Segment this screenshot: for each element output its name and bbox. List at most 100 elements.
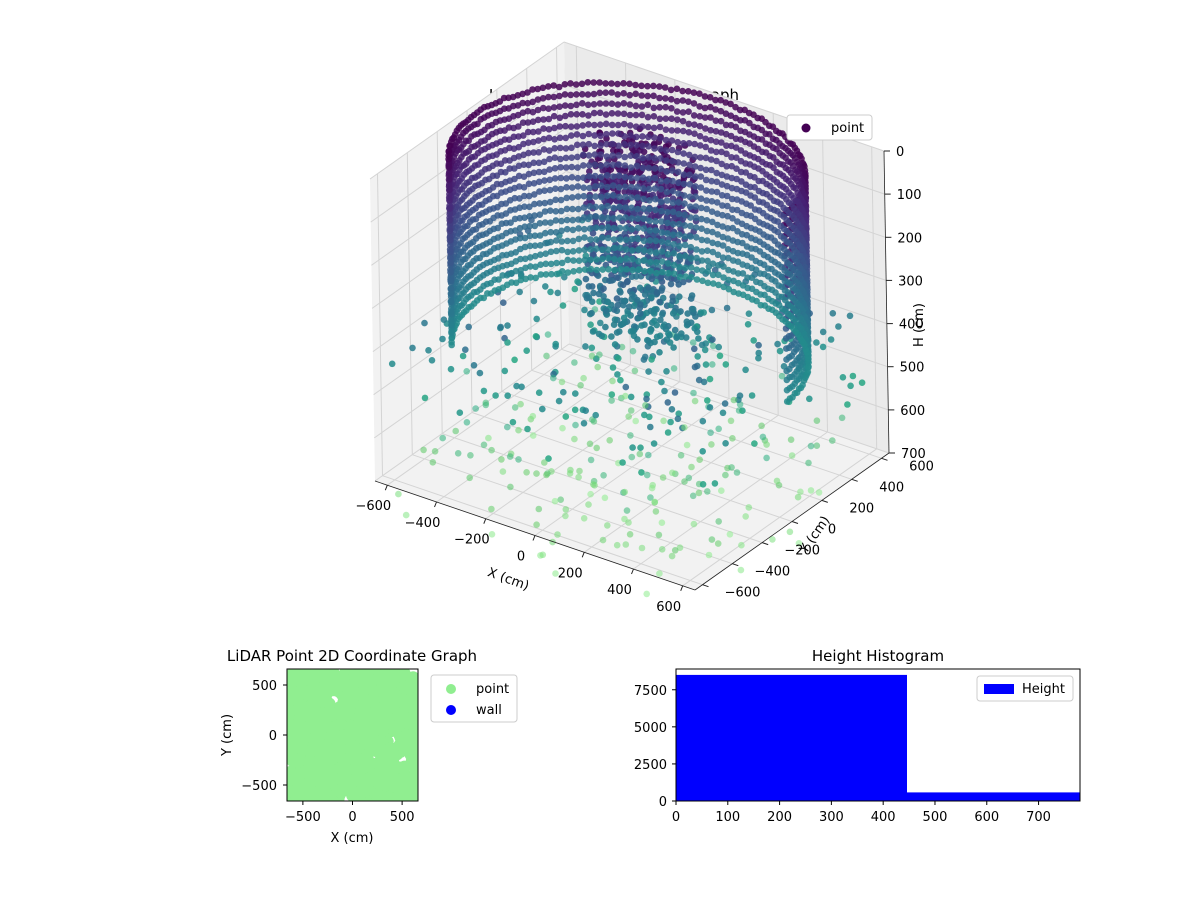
data-point xyxy=(557,185,565,193)
data-point xyxy=(511,215,519,223)
data-point xyxy=(718,487,725,495)
data-point xyxy=(707,429,714,437)
data-point xyxy=(545,115,553,123)
data-point xyxy=(686,181,694,188)
data-point xyxy=(574,174,582,182)
data-point xyxy=(675,410,682,418)
data-point xyxy=(683,441,691,449)
data-point xyxy=(647,423,654,431)
data-point xyxy=(551,497,559,505)
data-point xyxy=(287,671,296,684)
data-point xyxy=(616,193,623,201)
data-point xyxy=(535,505,543,513)
data-point xyxy=(530,169,538,177)
data-point xyxy=(707,103,714,111)
data-point xyxy=(669,177,676,185)
data-point xyxy=(544,331,552,338)
data-point xyxy=(639,174,647,181)
data-point xyxy=(593,266,601,274)
data-point xyxy=(540,125,547,132)
data-point xyxy=(535,159,543,167)
data-point xyxy=(525,170,533,178)
data-point xyxy=(669,187,677,195)
histogram-legend: Height xyxy=(976,675,1074,702)
data-point xyxy=(723,192,731,200)
data-point xyxy=(610,204,617,212)
data-point xyxy=(665,269,672,277)
data-point xyxy=(472,405,480,412)
data-point xyxy=(622,541,630,548)
data-point xyxy=(697,195,705,202)
data-point xyxy=(696,90,703,97)
data-point xyxy=(659,311,666,318)
data-point xyxy=(684,310,691,317)
data-point xyxy=(513,382,520,390)
data-point xyxy=(546,155,553,163)
z-tick-label: 300 xyxy=(898,274,923,289)
data-point xyxy=(639,154,646,162)
data-point xyxy=(637,310,644,317)
data-point xyxy=(615,130,622,137)
data-point xyxy=(581,246,588,254)
data-point xyxy=(720,283,727,291)
data-point xyxy=(829,437,836,444)
data-point xyxy=(693,254,700,262)
data-point xyxy=(573,131,581,138)
data-point xyxy=(725,276,732,284)
data-point xyxy=(712,138,720,145)
data-point xyxy=(523,469,530,476)
data-point xyxy=(542,260,550,268)
data-point xyxy=(325,764,338,777)
data-point xyxy=(579,111,586,118)
data-point xyxy=(723,304,731,312)
data-point xyxy=(535,128,542,135)
data-point xyxy=(698,215,705,223)
data-point xyxy=(546,198,554,206)
data-point xyxy=(671,547,679,554)
data-point xyxy=(648,356,655,363)
data-point xyxy=(707,127,714,134)
data-point xyxy=(667,280,675,288)
data-point xyxy=(573,111,580,118)
data-point xyxy=(580,214,588,221)
data-point xyxy=(484,290,491,297)
data-point xyxy=(664,429,672,436)
data-point xyxy=(492,392,499,399)
legend-marker-wall xyxy=(446,705,456,715)
data-point xyxy=(542,229,549,237)
data-point xyxy=(545,93,552,101)
data-point xyxy=(549,538,556,546)
data-point xyxy=(689,492,697,500)
histogram-frame xyxy=(675,668,1081,802)
data-point xyxy=(644,92,651,100)
data-point xyxy=(689,339,697,346)
data-point xyxy=(623,507,631,514)
data-point xyxy=(535,137,542,144)
data-point xyxy=(645,164,653,172)
data-point xyxy=(550,104,558,111)
data-point xyxy=(585,283,593,290)
data-point xyxy=(312,670,324,683)
data-point xyxy=(597,121,604,128)
data-point xyxy=(634,224,642,232)
data-point xyxy=(295,791,308,801)
data-point xyxy=(299,731,312,744)
data-point xyxy=(676,263,684,271)
data-point xyxy=(688,463,695,471)
data-point xyxy=(668,406,676,413)
data-point xyxy=(323,731,336,744)
data-point xyxy=(543,352,550,360)
data-point xyxy=(670,250,678,257)
data-point xyxy=(617,167,625,174)
data-point xyxy=(604,234,612,242)
data-point xyxy=(663,168,670,175)
data-point xyxy=(712,96,719,104)
data-point xyxy=(531,232,539,239)
data-point xyxy=(665,330,672,337)
data-point xyxy=(293,669,306,681)
data-point xyxy=(627,393,635,401)
data-point xyxy=(564,256,571,264)
data-point xyxy=(597,142,604,149)
data-point xyxy=(681,424,688,431)
data-point xyxy=(604,192,611,199)
